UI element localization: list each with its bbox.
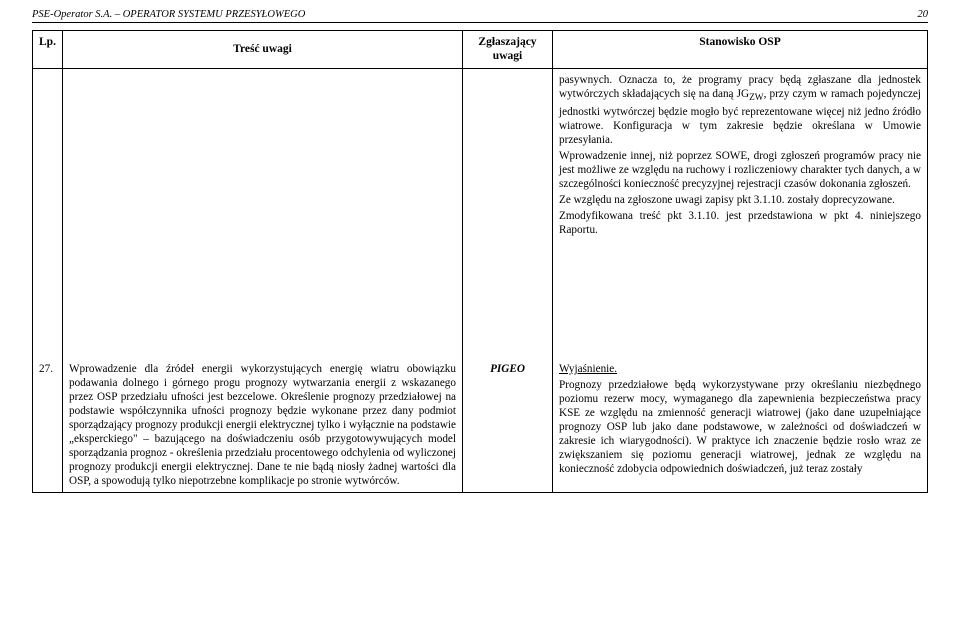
- stanowisko-text: Ze względu na zgłoszone uwagi zapisy pkt…: [559, 193, 921, 207]
- comments-table: Lp. Treść uwagi Zgłaszający uwagi Stanow…: [32, 30, 928, 493]
- stanowisko-text: Prognozy przedziałowe będą wykorzystywan…: [559, 378, 921, 476]
- cell-tresc: Wprowadzenie dla źródeł energii wykorzys…: [63, 358, 463, 493]
- col-stanowisko: Stanowisko OSP: [553, 31, 928, 69]
- header-rule: [32, 22, 928, 23]
- table-container: Lp. Treść uwagi Zgłaszający uwagi Stanow…: [32, 30, 928, 625]
- cell-lp: 27.: [33, 358, 63, 493]
- stanowisko-text: Zmodyfikowana treść pkt 3.1.10. jest prz…: [559, 209, 921, 237]
- cell-stanowisko-continuation: pasywnych. Oznacza to, że programy pracy…: [553, 68, 928, 358]
- header-left: PSE-Operator S.A. – OPERATOR SYSTEMU PRZ…: [32, 8, 305, 21]
- cell-zglaszajacy-empty: [463, 68, 553, 358]
- table-header-row: Lp. Treść uwagi Zgłaszający uwagi Stanow…: [33, 31, 928, 69]
- col-lp: Lp.: [33, 31, 63, 69]
- stanowisko-sub: ZW: [749, 93, 764, 103]
- header-page-number: 20: [918, 8, 929, 21]
- page-header: PSE-Operator S.A. – OPERATOR SYSTEMU PRZ…: [32, 8, 928, 21]
- stanowisko-heading: Wyjaśnienie.: [559, 363, 617, 375]
- cell-stanowisko: Wyjaśnienie. Prognozy przedziałowe będą …: [553, 358, 928, 493]
- cell-zglaszajacy: PIGEO: [463, 358, 553, 493]
- cell-lp-empty: [33, 68, 63, 358]
- table-row: pasywnych. Oznacza to, że programy pracy…: [33, 68, 928, 358]
- col-zglaszajacy: Zgłaszający uwagi: [463, 31, 553, 69]
- col-tresc: Treść uwagi: [63, 31, 463, 69]
- cell-tresc-empty: [63, 68, 463, 358]
- stanowisko-text: Wprowadzenie innej, niż poprzez SOWE, dr…: [559, 149, 921, 191]
- table-row: 27. Wprowadzenie dla źródeł energii wyko…: [33, 358, 928, 493]
